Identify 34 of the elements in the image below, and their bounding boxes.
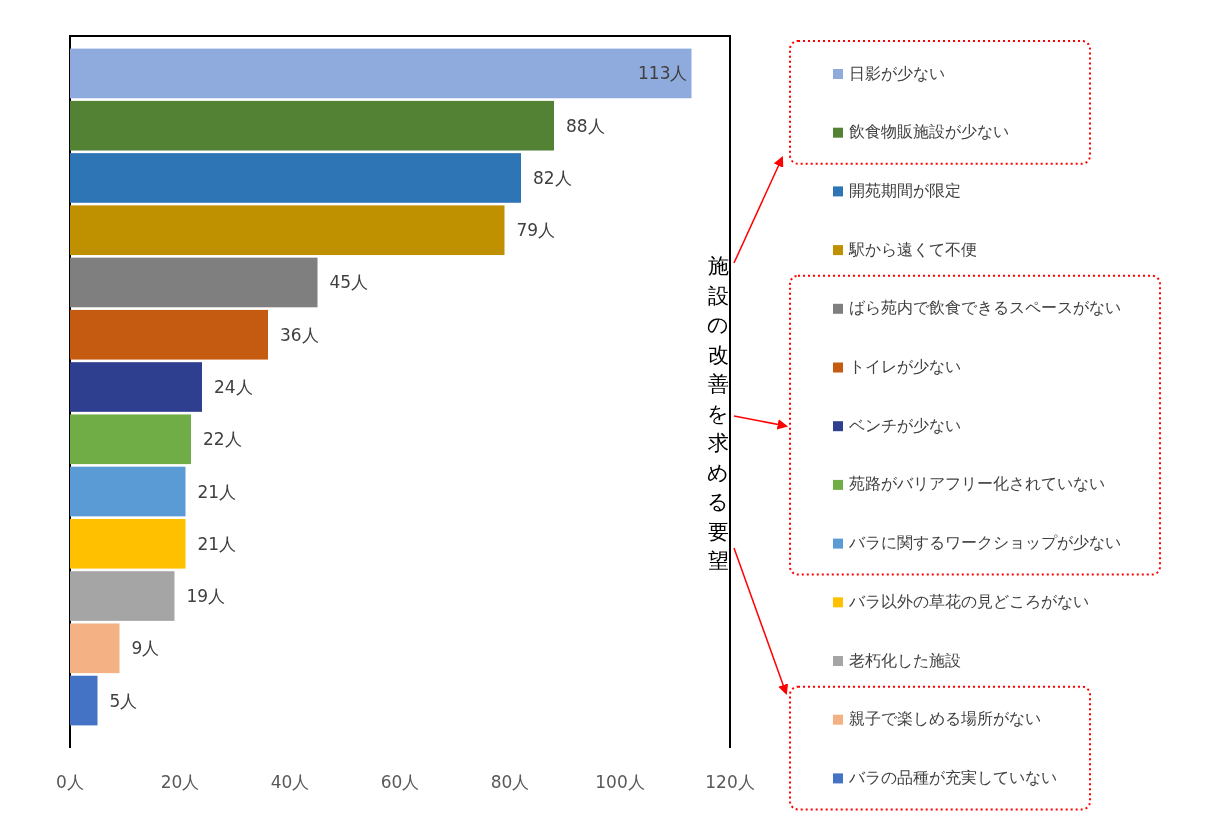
- x-tick-label: 100人: [595, 772, 645, 792]
- data-label: 36人: [280, 324, 319, 345]
- legend-label: トイレが少ない: [849, 357, 961, 376]
- x-tick-label: 60人: [380, 772, 420, 792]
- text: 施設の改善を求める要望: [707, 254, 729, 573]
- x-tick-label: 0人: [56, 772, 84, 792]
- data-label: 5人: [109, 690, 138, 711]
- data-label: 19人: [186, 586, 226, 607]
- data-label: 9人: [131, 638, 160, 659]
- x-tick-label: 80人: [490, 772, 530, 792]
- data-label: 113人: [638, 63, 688, 84]
- x-tick-label: 20人: [160, 772, 200, 792]
- legend-label: 老朽化した施設: [849, 650, 961, 670]
- data-label: 82人: [533, 167, 572, 188]
- data-label: 88人: [566, 115, 605, 136]
- legend-label: 開苑期間が限定: [849, 180, 961, 200]
- legend-label: バラの品種が充実していない: [848, 767, 1057, 787]
- data-label: 79人: [516, 220, 556, 241]
- data-label: 22人: [203, 429, 242, 450]
- data-label: 21人: [197, 481, 237, 502]
- data-label: 21人: [197, 533, 237, 554]
- legend-label: 飲食物販施設が少ない: [849, 122, 1009, 142]
- x-tick-label: 40人: [270, 772, 310, 792]
- legend-label: 駅から遠くて不便: [848, 239, 977, 259]
- data-label: 45人: [329, 272, 369, 293]
- legend-label: バラ以外の草花の見どころがない: [848, 591, 1089, 611]
- legend-label: バラに関するワークショップが少ない: [848, 533, 1121, 553]
- x-tick-label: 120人: [705, 772, 755, 792]
- legend-label: 親子で楽しめる場所がない: [849, 709, 1041, 729]
- legend-label: ばら苑内で飲食できるスペースがない: [849, 298, 1121, 318]
- legend-label: 日影が少ない: [849, 63, 945, 83]
- data-label: 24人: [214, 377, 253, 397]
- legend-label: ベンチが少ない: [849, 415, 961, 435]
- legend-label: 苑路がバリアフリー化されていない: [849, 474, 1105, 494]
